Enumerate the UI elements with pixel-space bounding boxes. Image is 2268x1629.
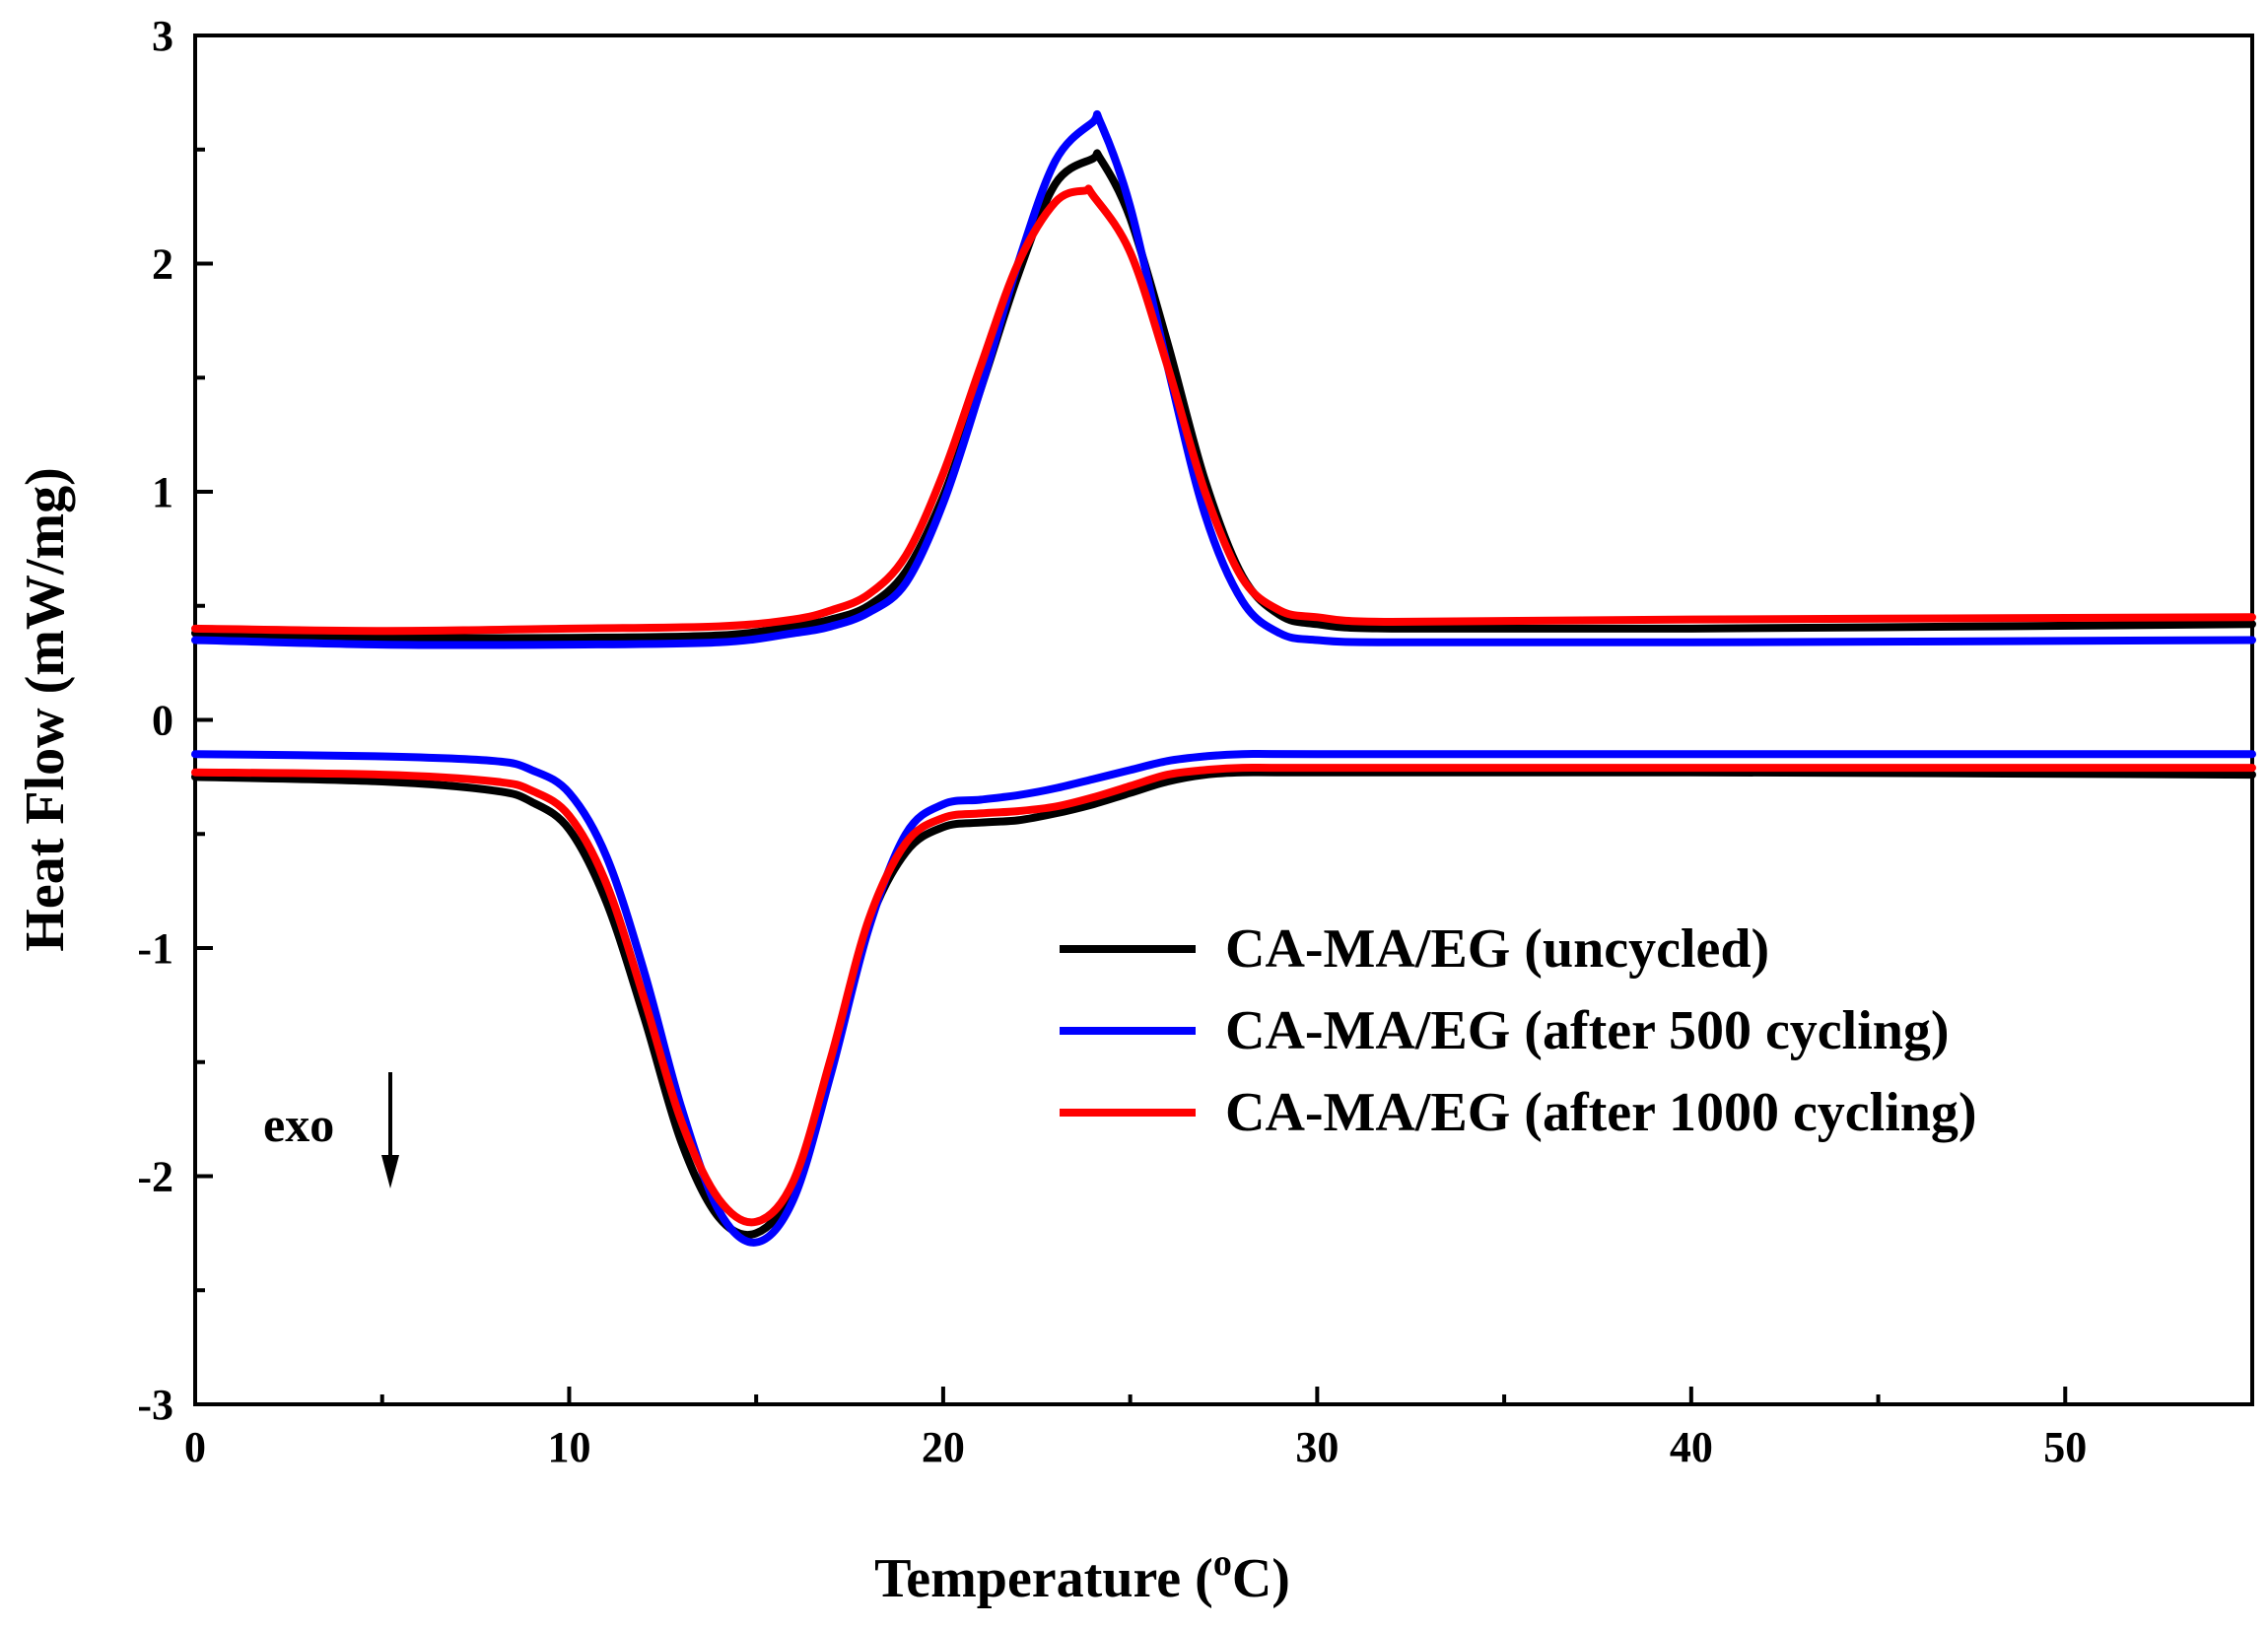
legend: CA-MA/EG (uncycled) CA-MA/EG (after 500 c… (1060, 918, 1977, 1143)
x-tick-label: 0 (184, 1423, 206, 1471)
exo-label: exo (263, 1097, 334, 1152)
exo-arrow-head (381, 1155, 399, 1188)
y-tick-label: 0 (152, 697, 173, 745)
x-tick-label: 10 (547, 1423, 590, 1471)
x-tick-label: 30 (1295, 1423, 1339, 1471)
series-1-heating-curve (191, 109, 2256, 649)
x-axis-ticks: 0 10 20 30 40 50 (184, 1387, 2254, 1471)
x-tick-label: 50 (2043, 1423, 2087, 1471)
y-axis-ticks: -3 -2 -1 0 1 2 3 (137, 12, 213, 1429)
legend-label: CA-MA/EG (after 1000 cycling) (1225, 1082, 1977, 1143)
plot-border (193, 34, 2254, 1406)
y-tick-label: -2 (137, 1153, 173, 1201)
series-1-cooling-curve (191, 750, 2256, 1247)
exo-annotation: exo (263, 1072, 399, 1188)
y-tick-label: 1 (152, 468, 173, 516)
series-2-heating-curve (191, 184, 2256, 636)
plot-frame (193, 34, 2254, 1406)
legend-label: CA-MA/EG (after 500 cycling) (1225, 1000, 1950, 1061)
y-tick-label: 2 (152, 240, 173, 289)
y-axis-title: Heat Flow (mW/mg) (15, 467, 76, 951)
series-2-cooling-curve (191, 763, 2256, 1227)
legend-label: CA-MA/EG (uncycled) (1225, 918, 1769, 980)
y-tick-label: -3 (137, 1381, 173, 1429)
y-tick-label: 3 (152, 12, 173, 60)
y-tick-label: -1 (137, 924, 173, 973)
x-tick-label: 20 (922, 1423, 965, 1471)
series-0-heating-curve (191, 149, 2256, 643)
x-axis-title: Temperature (oC) (874, 1542, 1290, 1609)
x-tick-label: 40 (1670, 1423, 1713, 1471)
series-lines (191, 109, 2256, 1247)
